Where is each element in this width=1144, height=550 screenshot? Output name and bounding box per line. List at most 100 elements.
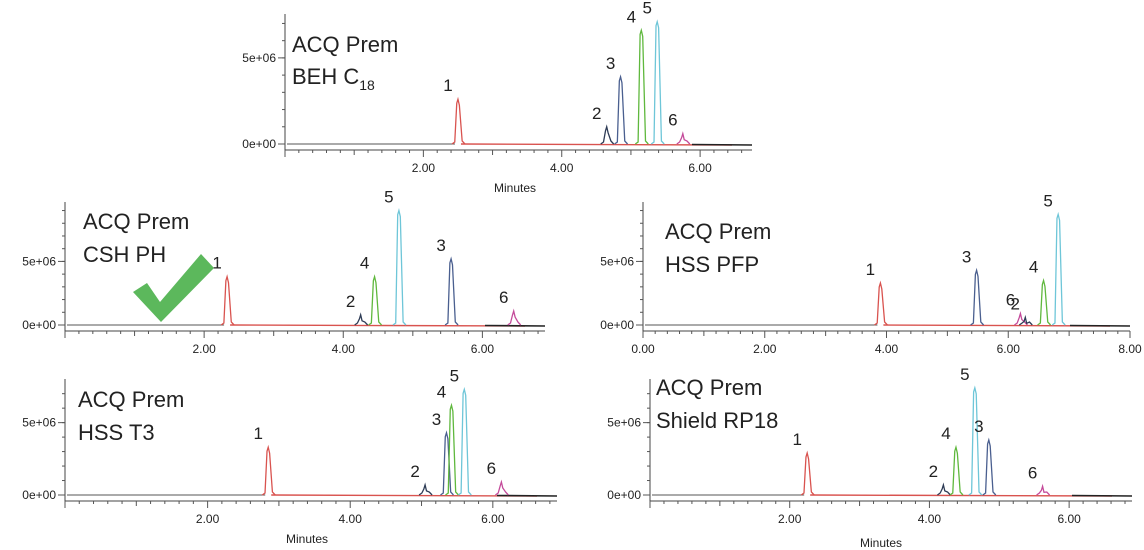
- panel-title-line2: HSS PFP: [665, 252, 759, 277]
- peak-label: 3: [962, 247, 971, 266]
- baseline-tail: [484, 324, 546, 327]
- peak-2-trace: [418, 482, 433, 496]
- peak-3-trace: [982, 437, 997, 496]
- peak-label: 1: [253, 424, 262, 443]
- peak-label: 1: [866, 260, 875, 279]
- peak-2-trace: [1018, 314, 1033, 326]
- peak-5-trace: [392, 208, 407, 326]
- peak-5-trace: [1051, 211, 1066, 326]
- peak-label: 4: [360, 254, 369, 273]
- panel-hss-t3: ACQ Prem HSS T3 Minutes 0e+00 5e+06 2.00 4.…: [22, 366, 558, 546]
- peak-label: 1: [212, 254, 221, 273]
- x-tick-label: 2.00: [412, 161, 436, 175]
- peak-label: 3: [974, 417, 983, 436]
- x-tick-label: 4.00: [332, 342, 356, 356]
- peak-label: 3: [432, 410, 441, 429]
- baseline-trace: [271, 494, 538, 497]
- y-tick-label: 0e+00: [607, 488, 641, 502]
- peak-6-trace: [507, 308, 522, 326]
- peak-1-trace: [874, 280, 888, 326]
- y-tick-label: 5e+06: [600, 254, 634, 268]
- panel-title-line1: ACQ Prem: [83, 209, 189, 234]
- peak-label: 5: [1043, 191, 1052, 210]
- peak-6-trace: [495, 479, 509, 496]
- x-axis-title: Minutes: [494, 181, 536, 195]
- panel-title-line1: ACQ Prem: [78, 387, 184, 412]
- baseline-tail: [691, 143, 753, 146]
- peak-label: 6: [487, 459, 496, 478]
- peak-2-trace: [354, 312, 369, 326]
- peak-6-trace: [1014, 311, 1028, 326]
- panel-title-line1: ACQ Prem: [656, 375, 762, 400]
- x-tick-label: 6.00: [471, 342, 495, 356]
- x-tick-label: 2.00: [192, 342, 216, 356]
- peak-5-trace: [457, 386, 472, 496]
- panel-csh-ph: ACQ Prem CSH PH 0e+00 5e+06 2.00 4.00 6.00 1 2…: [22, 188, 546, 356]
- peak-label: 4: [437, 382, 446, 401]
- peak-2-trace: [937, 482, 951, 496]
- peak-3-trace: [440, 430, 454, 496]
- peak-label: 2: [1011, 294, 1020, 313]
- panel-title-line2: Shield RP18: [656, 408, 778, 433]
- y-tick-label: 0e+00: [242, 137, 276, 151]
- x-tick-label: 0.00: [631, 342, 655, 356]
- peak-label: 2: [410, 462, 419, 481]
- panel-title-subscript: 18: [359, 77, 375, 93]
- x-axis-title: Minutes: [286, 532, 328, 546]
- baseline-trace: [810, 494, 1113, 497]
- peak-5-trace: [650, 19, 665, 145]
- panel-hss-pfp: ACQ Prem HSS PFP 0e+00 5e+06 0.00 2.00 4.00 6…: [600, 191, 1142, 356]
- checkmark-icon: [133, 254, 214, 322]
- peak-label: 2: [346, 292, 355, 311]
- peak-label: 1: [443, 76, 452, 95]
- peak-label: 3: [606, 54, 615, 73]
- panel-title-line2: HSS T3: [78, 420, 155, 445]
- y-tick-label: 5e+06: [242, 51, 276, 65]
- peak-6-trace: [676, 131, 691, 145]
- panel-shield-rp18: ACQ Prem Shield RP18 Minutes 0e+00 5e+06 2…: [607, 365, 1133, 550]
- panel-title-line1: ACQ Prem: [292, 32, 398, 57]
- peak-label: 5: [960, 365, 969, 384]
- baseline-tail: [1071, 494, 1133, 497]
- peak-label: 3: [436, 236, 445, 255]
- peak-3-trace: [970, 267, 985, 326]
- peak-5-trace: [968, 385, 983, 496]
- x-axis-title: Minutes: [860, 536, 902, 550]
- peak-label: 5: [450, 366, 459, 385]
- y-tick-label: 5e+06: [22, 254, 56, 268]
- x-tick-label: 2.00: [196, 512, 220, 526]
- peak-4-trace: [634, 27, 649, 145]
- peak-2-trace: [600, 124, 615, 145]
- peak-4-trace: [445, 402, 459, 496]
- peak-4-trace: [1037, 277, 1052, 326]
- peak-label: 2: [592, 104, 601, 123]
- x-tick-label: 6.00: [1057, 512, 1081, 526]
- peak-label: 4: [1029, 257, 1038, 276]
- baseline-tail: [496, 494, 558, 497]
- x-tick-label: 6.00: [997, 342, 1021, 356]
- peak-label: 6: [668, 111, 677, 130]
- x-tick-label: 4.00: [918, 512, 942, 526]
- x-tick-label: 4.00: [550, 161, 574, 175]
- peak-6-trace: [1036, 483, 1051, 496]
- x-tick-label: 4.00: [339, 512, 363, 526]
- x-tick-label: 2.00: [753, 342, 777, 356]
- peak-1-trace: [220, 274, 235, 326]
- panel-title-line1: ACQ Prem: [665, 219, 771, 244]
- baseline-trace: [230, 324, 526, 327]
- panel-title-line2-main: BEH C: [292, 64, 359, 89]
- y-tick-label: 5e+06: [22, 416, 56, 430]
- peak-label: 6: [1028, 463, 1037, 482]
- peak-label: 5: [384, 188, 393, 207]
- panel-title-line2: CSH PH: [83, 242, 166, 267]
- peak-1-trace: [261, 444, 276, 496]
- peak-1-trace: [451, 96, 466, 145]
- peak-4-trace: [949, 444, 964, 496]
- baseline-trace: [460, 143, 733, 146]
- peak-3-trace: [614, 74, 629, 145]
- x-tick-label: 2.00: [778, 512, 802, 526]
- y-tick-label: 0e+00: [600, 318, 634, 332]
- baseline-tail: [1069, 324, 1131, 327]
- x-tick-label: 6.00: [688, 161, 712, 175]
